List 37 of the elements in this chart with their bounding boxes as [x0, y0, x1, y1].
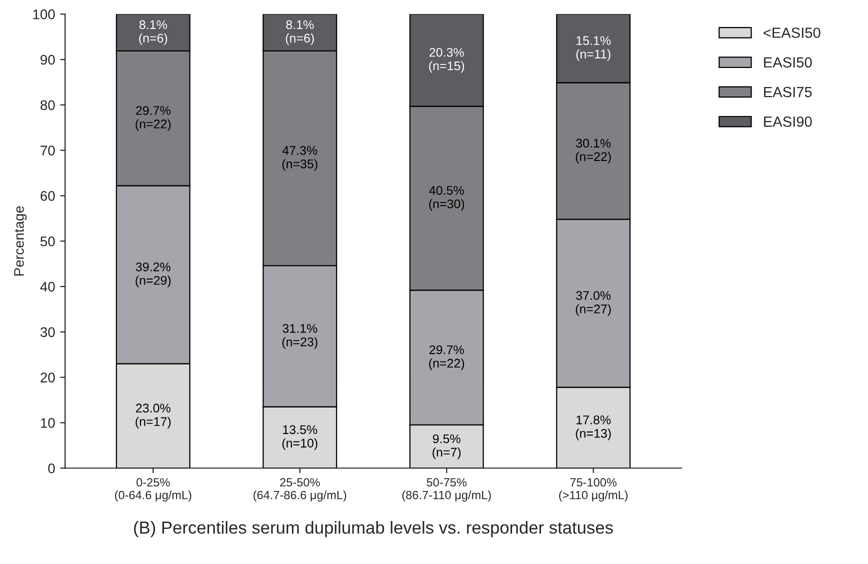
y-tick-label: 50 [40, 236, 55, 246]
data-label: 15.1% (n=11) [576, 36, 611, 61]
data-label: 29.7% (n=22) [136, 106, 171, 131]
data-label: 47.3% (n=35) [282, 146, 318, 171]
y-tick-label: 20 [40, 372, 55, 382]
x-tick-label: 75-100% (>110 μg/mL) [559, 478, 628, 502]
legend-label: EASI75 [764, 86, 812, 98]
x-tick-label: 50-75% (86.7-110 μg/mL) [402, 478, 491, 502]
data-label: 13.5% (n=10) [282, 425, 318, 450]
data-label: 37.0% (n=27) [576, 291, 611, 316]
y-tick-label: 40 [40, 282, 55, 292]
data-label: 40.5% (n=30) [429, 186, 464, 211]
legend-label: EASI50 [764, 57, 812, 68]
data-label: 9.5% (n=7) [432, 434, 461, 460]
y-tick-label: 60 [40, 191, 55, 201]
legend-label: <EASI50 [764, 28, 820, 38]
x-axis-title: (B) Percentiles serum dupilumab levels vs. responder statuses [134, 521, 613, 538]
data-label: 20.3% (n=15) [429, 48, 464, 73]
data-label: 23.0% (n=17) [136, 404, 171, 428]
y-axis-title: Percentage [14, 206, 27, 276]
data-label: 29.7% (n=22) [429, 345, 464, 370]
y-tick-label: 100 [33, 9, 55, 20]
y-tick-label: 70 [40, 146, 55, 156]
y-tick-label: 10 [40, 418, 55, 428]
legend-label: EASI90 [764, 116, 812, 127]
x-tick-label: 0-25% (0-64.6 μg/mL) [115, 478, 192, 502]
y-tick-label: 0 [48, 463, 55, 474]
x-tick-label: 25-50% (64.7-86.6 μg/mL) [254, 478, 346, 502]
data-label: 30.1% (n=22) [576, 138, 611, 164]
y-tick-label: 80 [40, 100, 55, 110]
data-label: 8.1% (n=6) [286, 20, 314, 46]
y-tick-label: 90 [40, 54, 55, 65]
data-label: 31.1% (n=23) [282, 324, 318, 349]
data-label: 39.2% (n=29) [136, 262, 171, 288]
y-tick-label: 30 [40, 327, 55, 338]
data-label: 8.1% (n=6) [139, 20, 168, 46]
data-label: 17.8% (n=13) [576, 415, 611, 440]
